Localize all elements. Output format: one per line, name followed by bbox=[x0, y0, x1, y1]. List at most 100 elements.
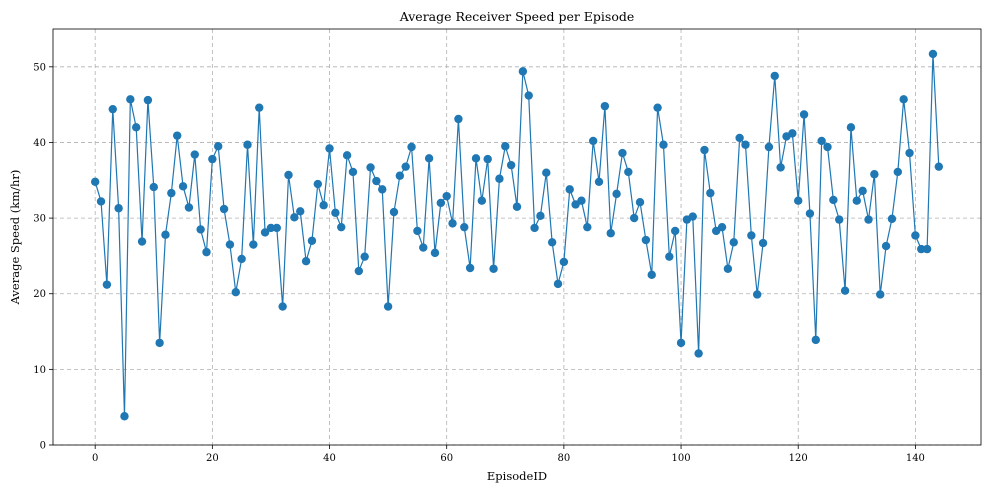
data-point bbox=[858, 186, 867, 196]
y-tick-label: 10 bbox=[33, 365, 46, 376]
data-point bbox=[753, 290, 762, 299]
data-point bbox=[629, 213, 639, 223]
data-point bbox=[90, 177, 100, 186]
data-point bbox=[788, 129, 797, 138]
data-point bbox=[864, 215, 873, 224]
data-point bbox=[161, 230, 170, 239]
data-point bbox=[249, 240, 258, 249]
data-point bbox=[196, 225, 205, 234]
data-point bbox=[905, 148, 914, 158]
data-point bbox=[811, 335, 820, 345]
data-point bbox=[319, 201, 328, 210]
data-point bbox=[706, 188, 715, 198]
data-point bbox=[805, 209, 815, 218]
data-point bbox=[407, 142, 416, 152]
data-point bbox=[928, 49, 938, 59]
data-point bbox=[102, 280, 112, 289]
data-point bbox=[126, 95, 135, 104]
grid-layer bbox=[53, 29, 981, 446]
data-point bbox=[840, 286, 850, 295]
data-point bbox=[524, 91, 533, 100]
x-tick-label: 60 bbox=[440, 453, 453, 464]
data-point bbox=[741, 140, 750, 149]
data-point bbox=[471, 154, 481, 163]
data-point bbox=[465, 263, 475, 273]
data-point bbox=[489, 264, 498, 273]
data-point bbox=[635, 198, 645, 207]
data-point bbox=[870, 170, 879, 179]
data-point bbox=[255, 103, 264, 112]
data-point bbox=[600, 101, 610, 111]
data-point bbox=[419, 243, 428, 252]
data-point bbox=[155, 338, 164, 348]
y-tick-label: 50 bbox=[33, 62, 46, 73]
data-point bbox=[723, 264, 733, 273]
data-point bbox=[483, 154, 492, 164]
data-point bbox=[442, 191, 451, 201]
data-point bbox=[893, 167, 903, 177]
data-point bbox=[190, 150, 199, 159]
data-point bbox=[383, 302, 393, 311]
data-point bbox=[729, 238, 738, 247]
data-point bbox=[846, 123, 856, 132]
data-point bbox=[688, 212, 697, 221]
data-point bbox=[120, 412, 129, 421]
data-point bbox=[881, 241, 891, 251]
data-point bbox=[594, 177, 604, 186]
data-point bbox=[700, 145, 709, 155]
data-point bbox=[553, 279, 563, 289]
data-point bbox=[934, 162, 944, 171]
data-point bbox=[313, 179, 323, 189]
x-tick-label: 0 bbox=[92, 453, 98, 464]
data-point bbox=[776, 163, 785, 172]
data-point bbox=[641, 235, 651, 245]
x-tick-label: 20 bbox=[206, 453, 219, 464]
data-point bbox=[389, 207, 399, 217]
y-tick-label: 0 bbox=[40, 441, 46, 452]
data-point bbox=[301, 257, 311, 266]
data-point bbox=[272, 223, 281, 233]
data-point bbox=[588, 136, 598, 146]
data-point bbox=[131, 123, 141, 132]
data-point bbox=[243, 140, 252, 149]
plot-frame bbox=[52, 28, 982, 446]
data-point bbox=[770, 71, 779, 81]
data-point bbox=[670, 226, 680, 236]
x-tick-label: 120 bbox=[789, 453, 808, 464]
data-point bbox=[208, 154, 217, 164]
data-point bbox=[717, 222, 727, 232]
data-point bbox=[137, 237, 147, 246]
data-point bbox=[512, 202, 522, 211]
data-point bbox=[899, 95, 908, 104]
data-point bbox=[278, 302, 287, 311]
x-tick-label: 100 bbox=[671, 453, 690, 464]
data-point bbox=[237, 254, 246, 264]
data-point bbox=[583, 222, 592, 232]
data-point bbox=[506, 160, 516, 170]
data-point bbox=[202, 247, 211, 257]
data-point bbox=[214, 142, 223, 151]
data-point bbox=[331, 208, 340, 217]
data-point bbox=[114, 204, 123, 213]
data-point bbox=[823, 142, 832, 152]
x-tick-label: 80 bbox=[558, 453, 571, 464]
data-point bbox=[413, 226, 422, 236]
data-point bbox=[653, 103, 662, 112]
data-point bbox=[307, 236, 317, 245]
data-point bbox=[266, 223, 276, 233]
data-point bbox=[694, 349, 703, 358]
data-point bbox=[436, 198, 446, 208]
y-axis-label: Average Speed (km/hr) bbox=[8, 170, 22, 306]
data-point bbox=[290, 213, 299, 222]
data-point bbox=[342, 151, 352, 160]
data-point bbox=[184, 203, 194, 212]
data-point bbox=[372, 176, 381, 186]
data-point bbox=[624, 167, 633, 177]
data-point bbox=[348, 167, 358, 177]
data-point bbox=[460, 222, 469, 232]
data-point bbox=[454, 114, 463, 124]
data-point bbox=[96, 197, 106, 206]
data-point bbox=[225, 240, 235, 249]
data-point bbox=[559, 257, 569, 267]
data-point bbox=[296, 207, 305, 216]
